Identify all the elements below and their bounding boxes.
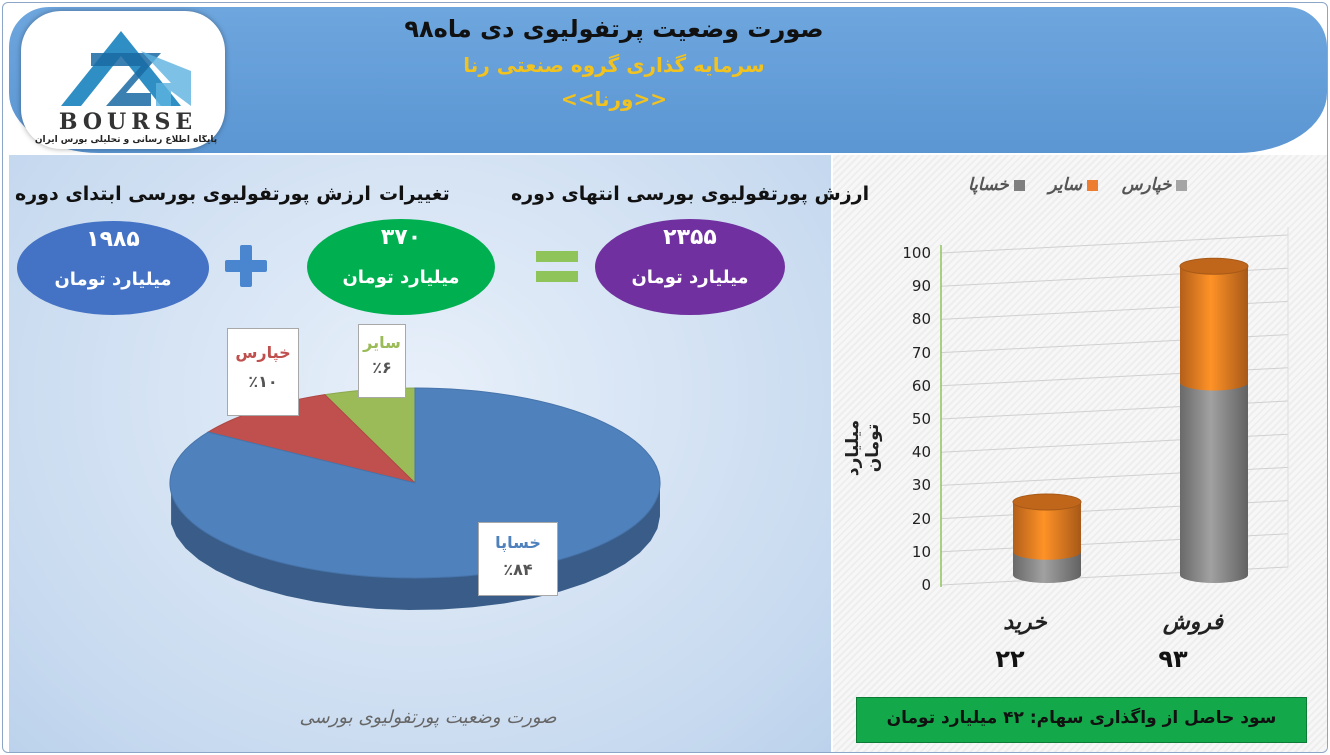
end-value-unit: میلیارد تومان — [631, 267, 749, 288]
y-axis-label: میلیارد تومان — [843, 419, 883, 477]
bar-legend: خپارس سایر خساپا — [968, 175, 1188, 195]
change-label: تغییرات — [379, 183, 450, 205]
y-tick-label: 90 — [911, 277, 931, 296]
y-tick-label: 60 — [911, 376, 931, 395]
start-value-label: ارزش پورتفولیوی بورسی ابتدای دوره — [15, 183, 371, 205]
category-label-sell: فروش — [1162, 610, 1224, 635]
bar-segment-1-0 — [1180, 382, 1248, 583]
pie-label-khsapa-percent: ٪۸۴ — [503, 560, 533, 579]
end-value-oval: ۲۳۵۵ میلیارد تومان — [595, 219, 785, 315]
category-total-buy: ۲۲ — [995, 645, 1025, 673]
start-value-oval: ۱۹۸۵ میلیارد تومان — [17, 221, 209, 315]
ticker-symbol: <<ورنا>> — [561, 87, 667, 111]
legend-swatch-khpars — [1176, 179, 1188, 191]
logo-mark-icon — [61, 31, 191, 106]
y-tick-label: 0 — [921, 576, 931, 594]
pie-caption: صورت وضعیت پورتفولیوی بورسی — [299, 707, 557, 728]
end-value: ۲۳۵۵ — [663, 225, 717, 250]
legend-item-khsapa: خساپا — [968, 175, 1025, 195]
y-tick-label: 20 — [911, 509, 931, 528]
bar-segment-0-1 — [1013, 501, 1081, 560]
pie-label-khpars: خپارس ٪۱۰ — [227, 328, 299, 416]
pie-label-khsapa-name: خساپا — [495, 533, 541, 552]
page-title: صورت وضعیت پرتفولیوی دی ماه۹۸ — [404, 15, 824, 43]
plus-icon-vertical — [240, 245, 252, 287]
change-value: ۳۷۰ — [380, 225, 422, 250]
y-tick-label: 100 — [902, 244, 931, 262]
gridline — [940, 234, 1289, 254]
y-tick-label: 10 — [911, 542, 931, 561]
start-value: ۱۹۸۵ — [86, 227, 140, 252]
bar-segment-0-0 — [1013, 551, 1081, 583]
y-tick-label: 80 — [911, 310, 931, 329]
profit-banner: سود حاصل از واگذاری سهام: ۴۲ میلیارد توم… — [856, 697, 1307, 743]
legend-label-khpars: خپارس — [1121, 175, 1172, 195]
y-tick-label: 40 — [911, 443, 931, 462]
category-label-buy: خرید — [1003, 610, 1047, 635]
category-total-sell: ۹۳ — [1158, 645, 1188, 673]
y-tick-label: 70 — [911, 343, 931, 362]
bar-top-cap-0 — [1012, 493, 1082, 511]
legend-item-other: سایر — [1048, 175, 1098, 195]
change-oval: ۳۷۰ میلیارد تومان — [307, 219, 495, 315]
equals-icon-lower — [536, 271, 578, 282]
bar-top-cap-1 — [1179, 257, 1249, 275]
end-value-label: ارزش پورتفولیوی بورسی انتهای دوره — [511, 183, 870, 205]
pie-label-khpars-name: خپارس — [235, 343, 291, 362]
pie-label-other-percent: ٪۶ — [372, 358, 392, 377]
pie-label-other-name: سایر — [363, 333, 401, 352]
y-tick-label: 50 — [911, 410, 931, 428]
equals-icon — [536, 251, 578, 262]
legend-item-khpars: خپارس — [1122, 175, 1188, 195]
legend-label-khsapa: خساپا — [968, 175, 1009, 195]
header-banner: صورت وضعیت پرتفولیوی دی ماه۹۸ سرمایه گذا… — [9, 7, 1327, 153]
portfolio-pie-chart — [169, 387, 661, 610]
pie-label-khsapa: خساپا ٪۸۴ — [478, 522, 558, 596]
bourse-logo: BOURSE پایگاه اطلاع رسانی و تحلیلی بورس … — [21, 11, 225, 149]
pie-label-other: سایر ٪۶ — [358, 324, 406, 398]
profit-text: سود حاصل از واگذاری سهام: ۴۲ میلیارد توم… — [886, 708, 1277, 728]
change-unit: میلیارد تومان — [342, 267, 460, 288]
logo-word: BOURSE — [58, 109, 198, 135]
legend-swatch-other — [1087, 179, 1098, 191]
bar-segment-1-1 — [1180, 266, 1248, 391]
logo-tagline: پایگاه اطلاع رسانی و تحلیلی بورس ایران — [34, 135, 218, 145]
company-name: سرمایه گذاری گروه صنعتی رنا — [463, 53, 765, 77]
legend-label-other: سایر — [1048, 175, 1082, 195]
trades-bar-chart — [940, 227, 1289, 587]
start-value-unit: میلیارد تومان — [54, 269, 172, 290]
pie-label-khpars-percent: ٪۱۰ — [248, 372, 278, 391]
y-tick-label: 30 — [911, 476, 931, 495]
legend-swatch-khsapa — [1013, 179, 1025, 191]
